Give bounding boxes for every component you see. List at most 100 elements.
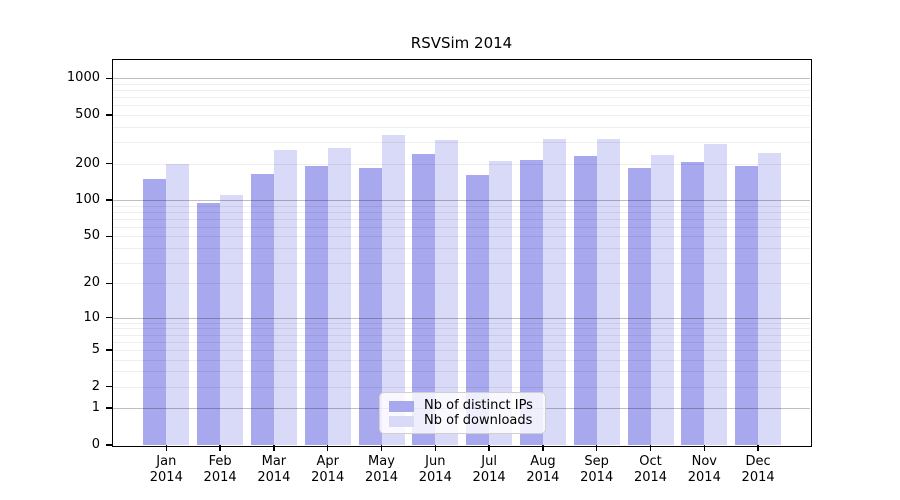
gridline-minor (113, 359, 810, 361)
gridline-minor (113, 247, 810, 249)
gridline-major (113, 200, 810, 202)
y-tick (105, 349, 112, 351)
y-tick-label: 20 (83, 275, 100, 291)
x-tick (434, 445, 437, 451)
x-tick-label-year: 2014 (741, 470, 775, 485)
x-tick-label-year: 2014 (364, 470, 399, 485)
bar-downloads-may (381, 134, 405, 445)
bar-downloads-jan (166, 163, 190, 445)
bar-ips-mar (250, 173, 274, 445)
y-tick (105, 407, 112, 409)
x-tick (595, 445, 598, 451)
x-tick-label-year: 2014 (687, 470, 721, 485)
x-tick-label-year: 2014 (257, 470, 291, 485)
x-tick-label-year: 2014 (203, 470, 237, 485)
gridline-minor (113, 386, 810, 388)
gridline-minor (113, 236, 810, 238)
legend-swatch-downloads (389, 415, 414, 427)
bar-ips-aug (519, 159, 543, 445)
bar-ips-jun (412, 153, 436, 445)
x-tick (219, 445, 221, 451)
gridline-minor (113, 126, 810, 128)
gridline-minor (113, 115, 810, 117)
x-tick-label-year: 2014 (526, 470, 560, 485)
x-tick (703, 445, 706, 451)
bar-ips-sep (573, 156, 597, 445)
x-tick-label-month: Dec (745, 454, 771, 469)
bar-ips-jan (143, 178, 167, 445)
gridline-minor (113, 226, 810, 228)
gridline-minor (113, 211, 810, 213)
y-tick (105, 199, 112, 201)
x-tick-label-month: Sep (584, 454, 609, 469)
gridline-minor (113, 371, 810, 373)
y-tick-label: 50 (83, 228, 100, 244)
x-tick (649, 445, 652, 451)
legend-swatch-distinct-ips (389, 400, 414, 412)
x-tick (165, 445, 168, 451)
y-tick (105, 77, 112, 80)
bar-downloads-sep (596, 138, 620, 445)
gridline-minor (113, 105, 810, 107)
bar-downloads-jun (435, 140, 459, 445)
gridline-major (113, 78, 810, 80)
y-tick (105, 235, 112, 238)
bar-downloads-apr (327, 147, 351, 445)
x-tick-label-year: 2014 (580, 470, 614, 485)
x-tick-label-month: Nov (691, 454, 717, 469)
legend-entry-distinct-ips: Nb of distinct IPs (389, 399, 536, 413)
x-tick-label-month: Jul (481, 454, 497, 469)
legend-label-downloads: Nb of downloads (424, 413, 533, 428)
bar-ips-dec (735, 166, 759, 445)
plot-area (111, 58, 812, 447)
bar-ips-may (358, 167, 382, 445)
x-tick-label-month: Feb (208, 454, 232, 469)
x-tick-label-year: 2014 (418, 470, 452, 485)
x-tick (488, 445, 490, 451)
bar-downloads-jul (489, 160, 513, 445)
gridline-minor (113, 218, 810, 220)
y-tick (105, 385, 112, 388)
y-tick-label: 100 (75, 192, 100, 208)
bar-ips-apr (304, 166, 328, 445)
x-tick-label-month: Oct (639, 454, 662, 469)
x-tick (326, 445, 329, 451)
gridline-minor (113, 205, 810, 207)
bar-ips-oct (627, 167, 651, 445)
bar-ips-jul (466, 175, 490, 445)
gridline-minor (113, 163, 810, 165)
x-tick (757, 445, 759, 451)
gridline-minor (113, 322, 810, 324)
gridline-minor (113, 90, 810, 92)
y-tick-label: 1 (91, 400, 100, 416)
y-tick-label: 5 (91, 341, 100, 357)
gridline-minor (113, 341, 810, 343)
x-tick-label-month: Mar (261, 454, 287, 469)
y-tick (105, 282, 112, 285)
x-tick-label-year: 2014 (311, 470, 345, 485)
x-tick (542, 445, 544, 451)
x-tick (273, 445, 275, 451)
x-tick-label-month: Jun (425, 454, 446, 469)
y-tick (105, 114, 112, 116)
bar-downloads-feb (220, 195, 244, 445)
x-tick (380, 445, 383, 451)
bar-downloads-aug (542, 138, 566, 445)
x-tick-label-year: 2014 (633, 470, 668, 485)
chart-title: RSVSim 2014 (410, 34, 513, 52)
legend: Nb of distinct IPs Nb of downloads (379, 392, 546, 434)
y-tick-label: 10 (83, 309, 100, 325)
x-tick-label-year: 2014 (149, 470, 183, 485)
x-tick-label-month: Aug (530, 454, 556, 469)
y-tick-label: 500 (75, 107, 100, 123)
legend-entry-downloads: Nb of downloads (389, 414, 536, 428)
x-tick-label-month: Jan (156, 454, 177, 469)
gridline-minor (113, 283, 810, 285)
x-tick-label-year: 2014 (472, 470, 506, 485)
gridline-minor (113, 349, 810, 351)
gridline-minor (113, 262, 810, 264)
gridline-minor (113, 142, 810, 144)
bar-downloads-dec (758, 152, 782, 445)
bar-downloads-mar (273, 149, 297, 445)
